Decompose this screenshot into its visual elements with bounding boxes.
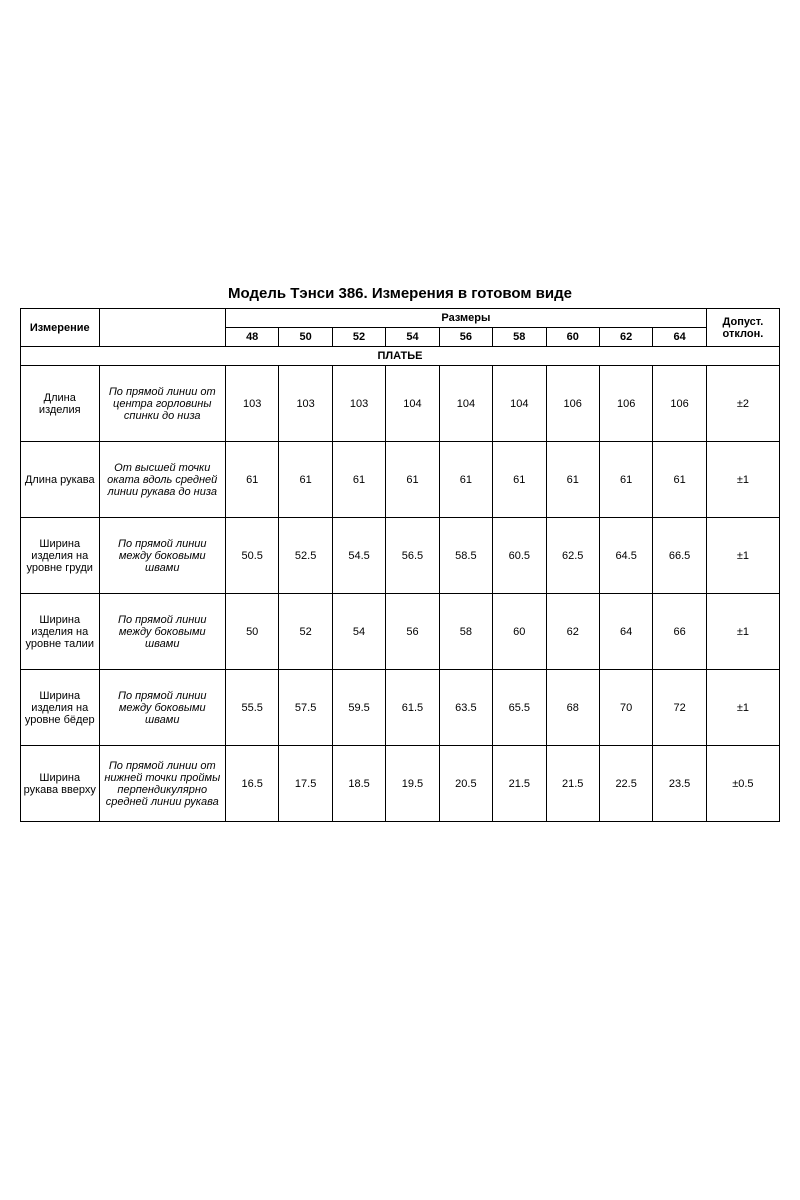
- size-header: 58: [493, 328, 546, 347]
- value-cell: 64: [599, 594, 652, 670]
- size-header: 54: [386, 328, 439, 347]
- measure-name: Длина изделия: [21, 366, 100, 442]
- header-measure: Измерение: [21, 309, 100, 347]
- measure-description: По прямой линии между боковыми швами: [99, 594, 225, 670]
- table-row: Ширина изделия на уровне талииПо прямой …: [21, 594, 780, 670]
- tolerance-cell: ±1: [706, 670, 779, 746]
- value-cell: 19.5: [386, 746, 439, 822]
- page-title: Модель Тэнси 386. Измерения в готовом ви…: [20, 285, 780, 302]
- value-cell: 70: [599, 670, 652, 746]
- value-cell: 66: [653, 594, 706, 670]
- value-cell: 58.5: [439, 518, 492, 594]
- value-cell: 21.5: [546, 746, 599, 822]
- value-cell: 50: [225, 594, 278, 670]
- section-label: ПЛАТЬЕ: [21, 347, 780, 366]
- value-cell: 61: [225, 442, 278, 518]
- header-sizes-label: Размеры: [225, 309, 706, 328]
- size-header: 64: [653, 328, 706, 347]
- table-row: Длина изделияПо прямой линии от центра г…: [21, 366, 780, 442]
- measure-name: Длина рукава: [21, 442, 100, 518]
- value-cell: 65.5: [493, 670, 546, 746]
- value-cell: 103: [225, 366, 278, 442]
- value-cell: 16.5: [225, 746, 278, 822]
- value-cell: 104: [386, 366, 439, 442]
- tolerance-cell: ±0.5: [706, 746, 779, 822]
- value-cell: 54.5: [332, 518, 385, 594]
- value-cell: 61: [653, 442, 706, 518]
- value-cell: 61: [599, 442, 652, 518]
- measure-name: Ширина изделия на уровне бёдер: [21, 670, 100, 746]
- measurements-table: Измерение Размеры Допуст. отклон. 48 50 …: [20, 308, 780, 822]
- value-cell: 20.5: [439, 746, 492, 822]
- size-header: 48: [225, 328, 278, 347]
- header-blank: [99, 309, 225, 347]
- value-cell: 104: [439, 366, 492, 442]
- tolerance-cell: ±1: [706, 594, 779, 670]
- value-cell: 62: [546, 594, 599, 670]
- value-cell: 68: [546, 670, 599, 746]
- measure-description: По прямой линии между боковыми швами: [99, 670, 225, 746]
- measure-description: По прямой линии между боковыми швами: [99, 518, 225, 594]
- header-tolerance: Допуст. отклон.: [706, 309, 779, 347]
- tolerance-cell: ±1: [706, 518, 779, 594]
- measure-name: Ширина изделия на уровне груди: [21, 518, 100, 594]
- value-cell: 63.5: [439, 670, 492, 746]
- value-cell: 61: [439, 442, 492, 518]
- measure-description: От высшей точки оката вдоль средней лини…: [99, 442, 225, 518]
- value-cell: 52: [279, 594, 332, 670]
- table-row: Длина рукаваОт высшей точки оката вдоль …: [21, 442, 780, 518]
- value-cell: 18.5: [332, 746, 385, 822]
- value-cell: 62.5: [546, 518, 599, 594]
- value-cell: 103: [332, 366, 385, 442]
- tolerance-cell: ±2: [706, 366, 779, 442]
- tolerance-cell: ±1: [706, 442, 779, 518]
- value-cell: 58: [439, 594, 492, 670]
- measure-description: По прямой линии от центра горловины спин…: [99, 366, 225, 442]
- value-cell: 61: [386, 442, 439, 518]
- value-cell: 61: [279, 442, 332, 518]
- value-cell: 52.5: [279, 518, 332, 594]
- value-cell: 106: [653, 366, 706, 442]
- value-cell: 54: [332, 594, 385, 670]
- measure-name: Ширина рукава вверху: [21, 746, 100, 822]
- value-cell: 103: [279, 366, 332, 442]
- table-row: Ширина рукава вверхуПо прямой линии от н…: [21, 746, 780, 822]
- value-cell: 61: [493, 442, 546, 518]
- size-header: 52: [332, 328, 385, 347]
- value-cell: 56: [386, 594, 439, 670]
- value-cell: 50.5: [225, 518, 278, 594]
- value-cell: 22.5: [599, 746, 652, 822]
- value-cell: 56.5: [386, 518, 439, 594]
- value-cell: 64.5: [599, 518, 652, 594]
- value-cell: 66.5: [653, 518, 706, 594]
- measure-name: Ширина изделия на уровне талии: [21, 594, 100, 670]
- value-cell: 21.5: [493, 746, 546, 822]
- size-header: 62: [599, 328, 652, 347]
- value-cell: 61: [332, 442, 385, 518]
- size-header: 60: [546, 328, 599, 347]
- value-cell: 55.5: [225, 670, 278, 746]
- size-header: 50: [279, 328, 332, 347]
- value-cell: 17.5: [279, 746, 332, 822]
- value-cell: 61.5: [386, 670, 439, 746]
- value-cell: 23.5: [653, 746, 706, 822]
- value-cell: 106: [546, 366, 599, 442]
- measure-description: По прямой линии от нижней точки проймы п…: [99, 746, 225, 822]
- value-cell: 57.5: [279, 670, 332, 746]
- section-row: ПЛАТЬЕ: [21, 347, 780, 366]
- size-header: 56: [439, 328, 492, 347]
- value-cell: 61: [546, 442, 599, 518]
- value-cell: 72: [653, 670, 706, 746]
- table-row: Ширина изделия на уровне грудиПо прямой …: [21, 518, 780, 594]
- value-cell: 104: [493, 366, 546, 442]
- table-row: Ширина изделия на уровне бёдерПо прямой …: [21, 670, 780, 746]
- value-cell: 60: [493, 594, 546, 670]
- value-cell: 60.5: [493, 518, 546, 594]
- value-cell: 106: [599, 366, 652, 442]
- value-cell: 59.5: [332, 670, 385, 746]
